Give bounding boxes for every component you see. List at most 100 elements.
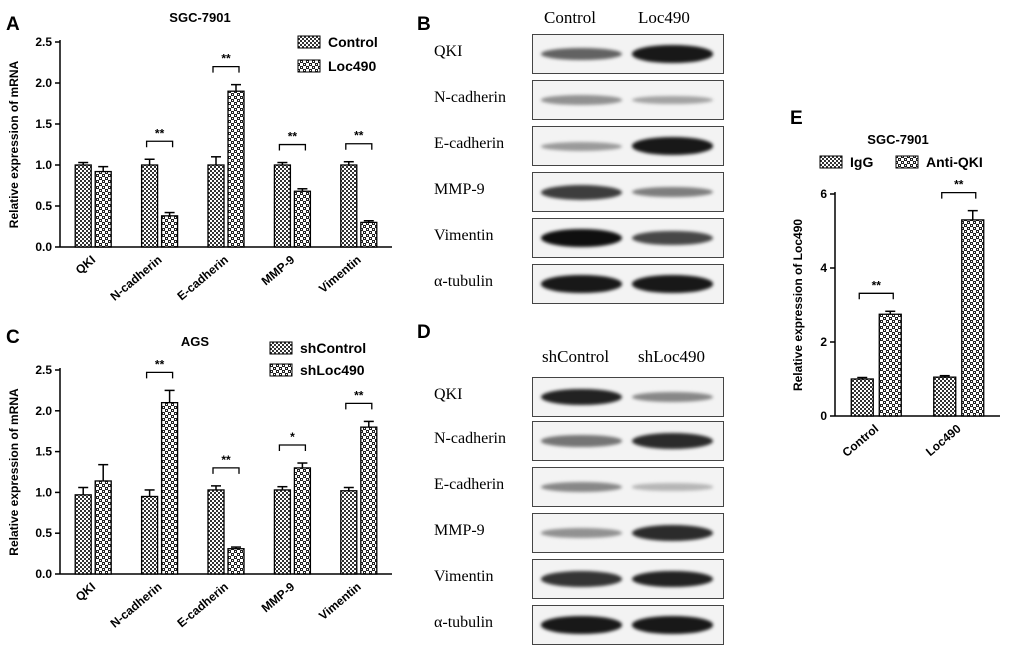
bar-control-qki: [74, 164, 92, 248]
blot-column-header: shLoc490: [638, 347, 706, 366]
blot-strip: [532, 421, 724, 461]
blot-row-label: α-tubulin: [434, 614, 494, 631]
blot-band: [632, 45, 713, 63]
significance-marker: **: [155, 126, 165, 140]
blot-band: [632, 137, 713, 155]
x-tick-label: QKI: [73, 580, 98, 604]
y-tick-label: 0.5: [35, 526, 52, 540]
chart-title: AGS: [181, 334, 210, 349]
blot-band: [541, 141, 622, 151]
y-tick-label: 1.0: [35, 158, 52, 172]
significance-marker: **: [954, 178, 964, 192]
western-blot-b: Control Loc490 QKI N-cadherin E-cadherin MMP-…: [426, 0, 726, 310]
blot-band: [632, 95, 713, 105]
y-tick-label: 2.5: [35, 363, 52, 377]
significance-bracket: [858, 292, 894, 300]
blot-band: [632, 616, 713, 634]
blot-strip: [532, 559, 724, 599]
significance-bracket: [345, 143, 373, 150]
x-tick-label: Vimentin: [316, 580, 364, 623]
y-tick-label: 0.0: [35, 567, 52, 581]
x-tick-label: Control: [840, 422, 882, 460]
panel-letter-c: C: [6, 327, 20, 348]
blot-strip: [532, 467, 724, 507]
y-tick-label: 1.0: [35, 485, 52, 499]
blot-band: [541, 95, 622, 105]
bar-igg-loc490: [933, 376, 957, 417]
blot-band: [541, 528, 622, 538]
western-blot-d: shControl shLoc490 QKI N-cadherin E-cadherin…: [426, 335, 726, 665]
blot-band: [541, 571, 622, 587]
blot-band: [541, 616, 622, 634]
blot-row-label: α-tubulin: [434, 273, 494, 290]
legend-label: Control: [328, 34, 378, 50]
blot-band: [541, 481, 622, 493]
legend-swatch-loc490: [297, 59, 321, 73]
blot-band: [541, 229, 622, 247]
significance-marker: **: [221, 52, 231, 66]
chart-title: SGC-7901: [169, 10, 230, 25]
legend-label: shControl: [300, 340, 366, 356]
blot-column-header: Loc490: [638, 8, 690, 27]
significance-bracket: [278, 444, 307, 452]
bar-shcontrol-vimentin: [340, 490, 358, 575]
blot-strip: [532, 34, 724, 74]
significance-marker: *: [290, 430, 295, 444]
y-tick-label: 2: [820, 335, 827, 349]
panel-letter-b: B: [417, 14, 431, 35]
y-tick-label: 1.5: [35, 117, 52, 131]
legend-swatch-shcontrol: [269, 341, 293, 355]
x-tick-label: E-cadherin: [174, 580, 231, 631]
bar-control-mmp-9: [273, 164, 292, 248]
significance-bracket: [278, 143, 307, 151]
bar-control-e-cadherin: [207, 164, 225, 248]
bar-loc490-vimentin: [360, 221, 378, 248]
blot-row-label: Vimentin: [434, 227, 494, 244]
significance-bracket: [145, 371, 174, 379]
y-tick-label: 4: [820, 261, 827, 275]
bar-chart-ags-mrna: AGS 0.0 0.5 1.0 1.5 2.0 2.5 Relative expression…: [7, 334, 392, 631]
y-axis-label: Relative expression of Loc490: [791, 219, 805, 391]
blot-band: [632, 391, 713, 403]
legend-label: Anti-QKI: [926, 154, 983, 170]
bar-anti-qki-control: [878, 313, 902, 417]
bar-anti-qki-loc490: [961, 219, 985, 417]
x-tick-label: N-cadherin: [108, 253, 165, 304]
blot-band: [541, 275, 622, 293]
significance-marker: **: [872, 278, 882, 292]
x-tick-label: QKI: [73, 253, 98, 277]
blot-band: [541, 47, 622, 61]
blot-strip: [532, 513, 724, 553]
blot-band: [632, 186, 713, 198]
y-tick-label: 2.0: [35, 76, 52, 90]
blot-row-label: N-cadherin: [434, 89, 506, 106]
blot-row-label: Vimentin: [434, 568, 494, 585]
blot-band: [632, 570, 713, 588]
y-axis-label: Relative expression of mRNA: [7, 388, 21, 556]
legend-swatch-anti-qki: [895, 155, 919, 169]
y-tick-label: 0.5: [35, 199, 52, 213]
bar-chart-sgc7901-mrna: SGC-7901 0.0 0.5 1.0 1.5 2.0 2.5 Relative expre…: [7, 10, 392, 304]
bar-loc490-mmp-9: [293, 190, 312, 248]
bar-shcontrol-n-cadherin: [140, 495, 159, 575]
significance-bracket: [345, 402, 373, 410]
bar-shloc490-e-cadherin: [227, 548, 245, 575]
y-tick-label: 0.0: [35, 240, 52, 254]
bar-shcontrol-mmp-9: [273, 489, 292, 575]
significance-marker: **: [354, 129, 364, 143]
significance-marker: **: [288, 130, 298, 144]
blot-strip: [532, 126, 724, 166]
blot-row-label: N-cadherin: [434, 430, 506, 447]
chart-title: SGC-7901: [867, 132, 928, 147]
legend-swatch-shloc490: [269, 363, 293, 377]
significance-bracket: [145, 140, 174, 148]
bar-shcontrol-qki: [74, 494, 92, 575]
panel-letter-e: E: [790, 108, 803, 129]
legend-label: IgG: [850, 154, 873, 170]
blot-band: [632, 524, 713, 542]
blot-band: [632, 275, 713, 293]
blot-band: [541, 435, 622, 447]
blot-band: [541, 388, 622, 406]
bar-chart-rip-loc490: SGC-7901 0 2 4 6 Relative expression of Loc49…: [791, 132, 1000, 460]
significance-marker: **: [221, 453, 231, 467]
